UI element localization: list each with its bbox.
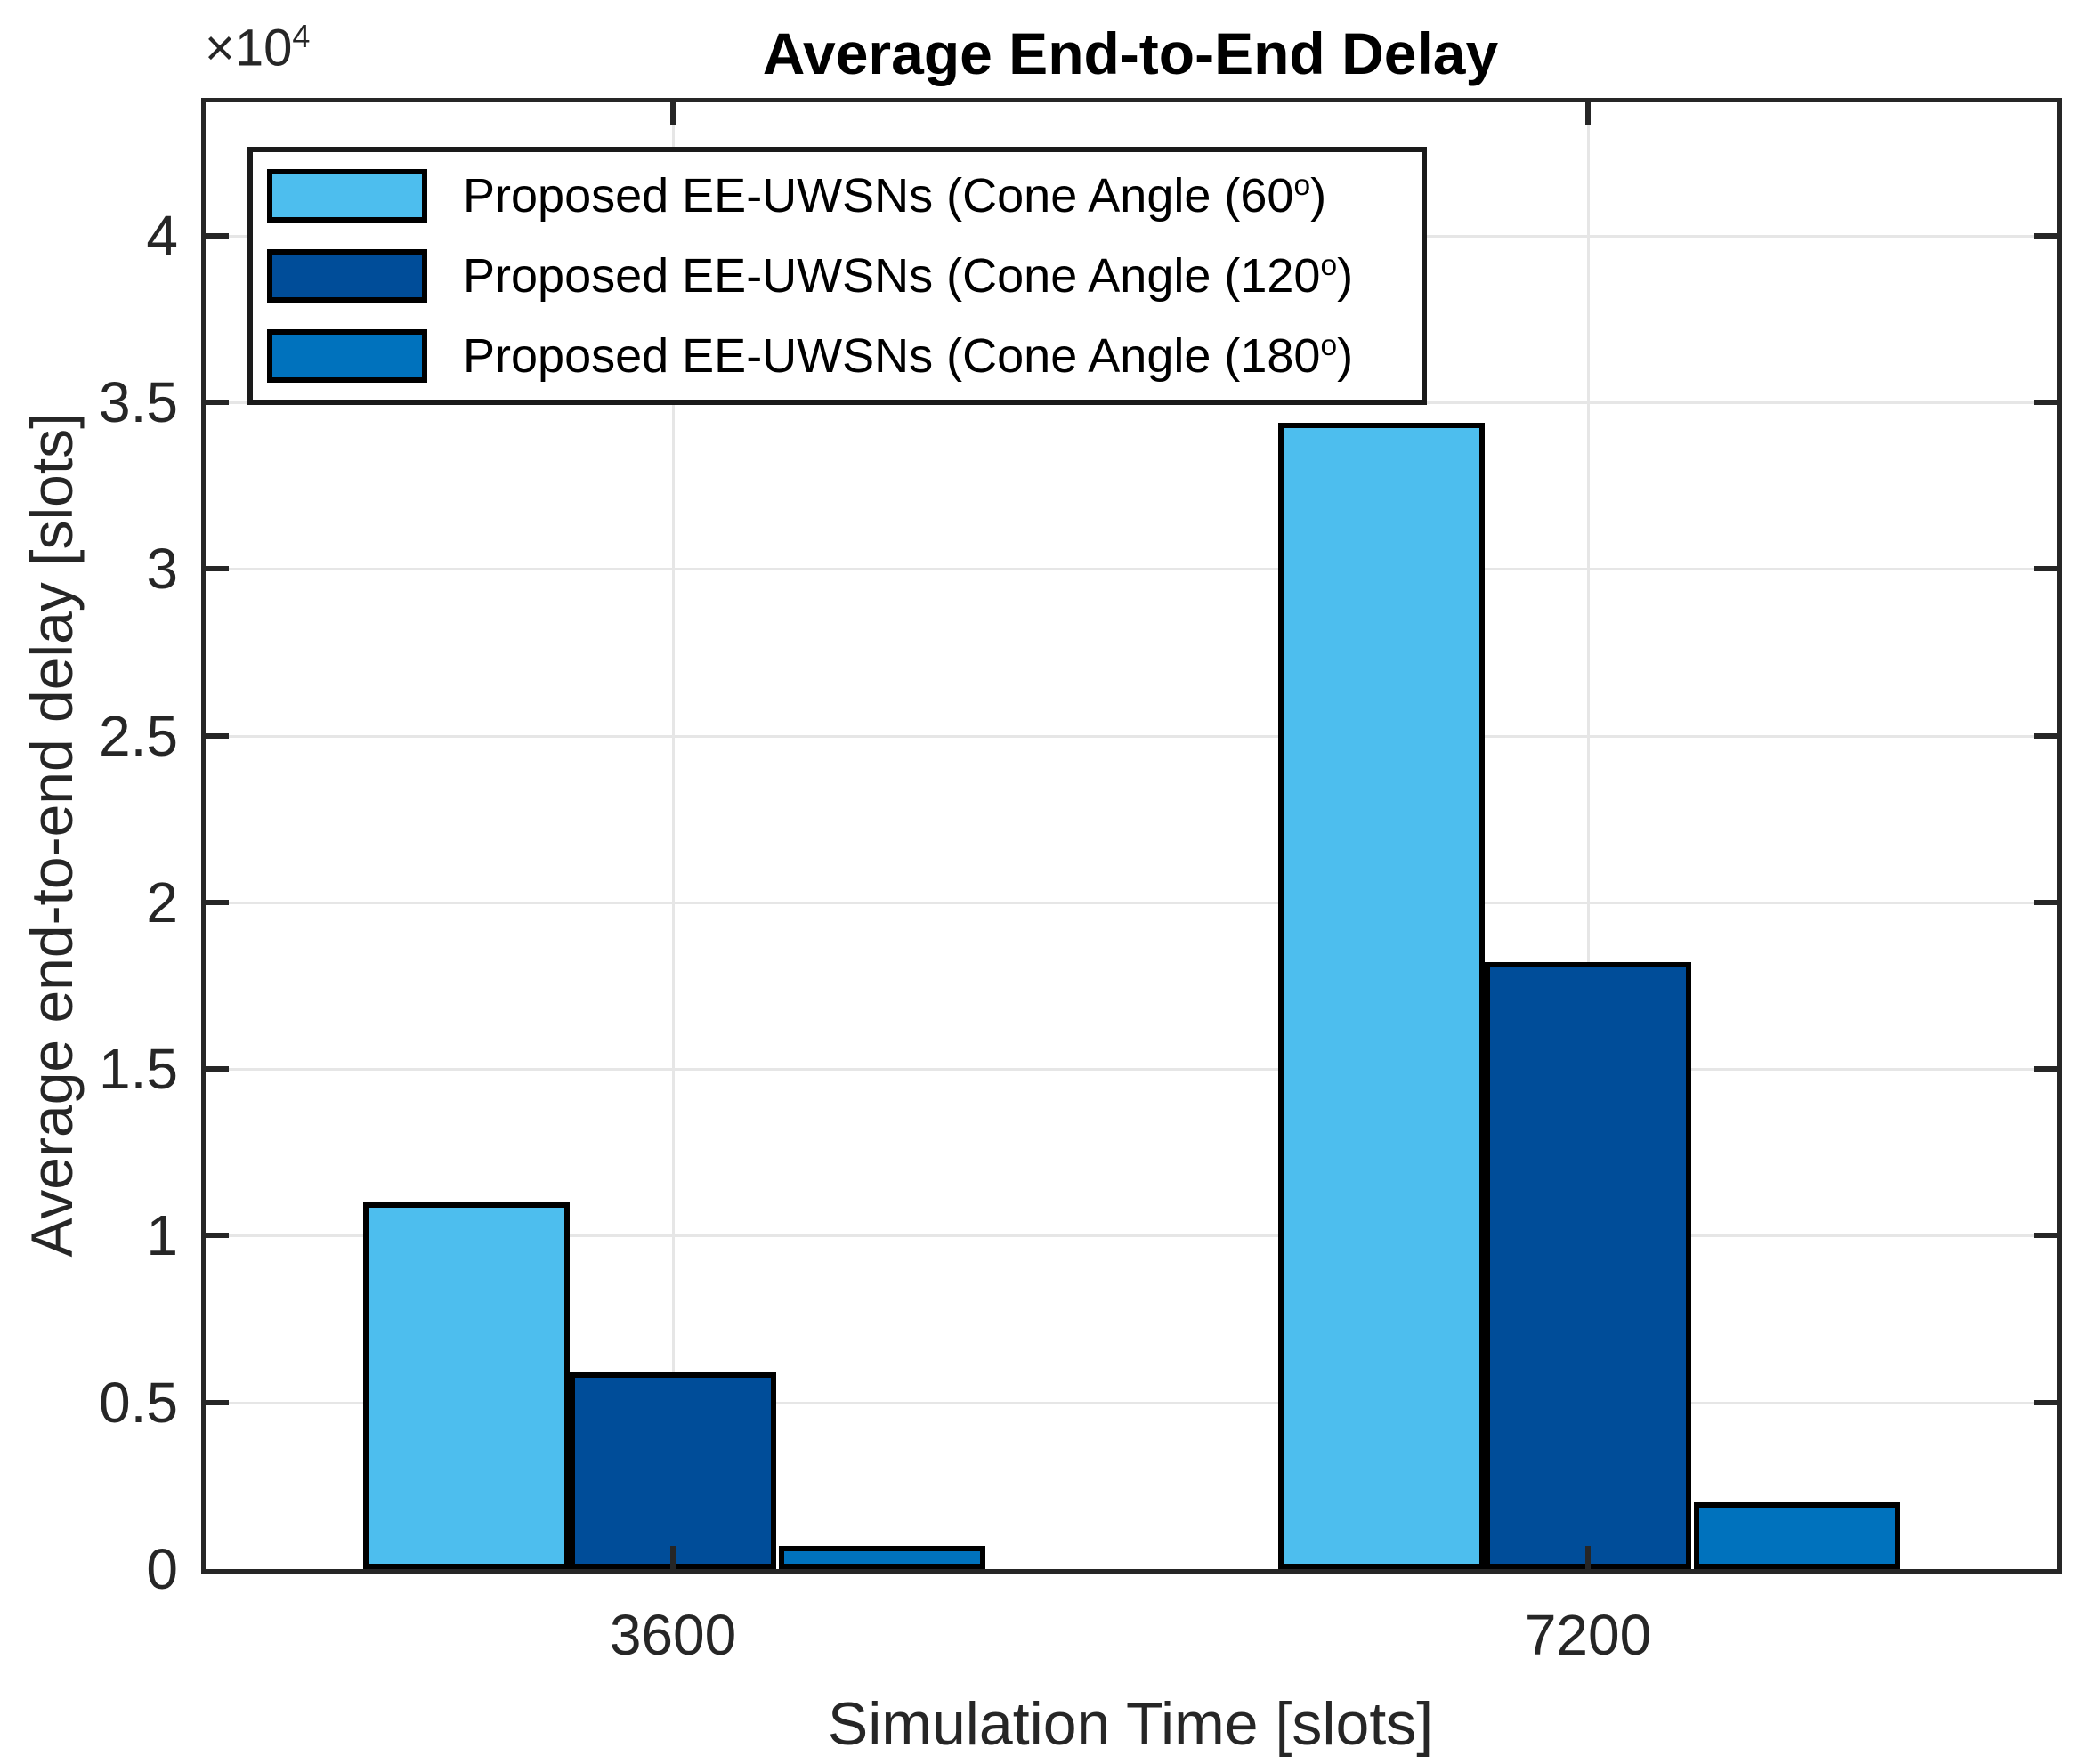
legend-label-3: Proposed EE-UWSNs (Cone Angle (180o) — [463, 328, 1353, 384]
y-tick-mark-right-3 — [2034, 566, 2057, 571]
legend-label-close-2: ) — [1337, 249, 1354, 303]
y-tick-mark-left-1 — [206, 1233, 229, 1238]
x-tick-mark-bottom-3600 — [670, 1546, 676, 1569]
x-tick-label-7200: 7200 — [1524, 1603, 1652, 1667]
y-tick-label-2.5: 2.5 — [99, 704, 178, 768]
y-axis-multiplier-exponent: 4 — [292, 18, 311, 54]
y-gridline-3 — [206, 568, 2057, 570]
y-tick-mark-left-3 — [206, 566, 229, 571]
legend-label-degree-1: o — [1293, 169, 1311, 202]
legend-label-2: Proposed EE-UWSNs (Cone Angle (120o) — [463, 248, 1353, 303]
y-axis-multiplier: ×104 — [205, 18, 310, 77]
bar-3600-series1 — [363, 1202, 570, 1569]
y-tick-mark-right-2 — [2034, 900, 2057, 905]
y-tick-label-3.5: 3.5 — [99, 370, 178, 434]
legend-swatch-1 — [267, 169, 427, 223]
y-tick-mark-left-2.5 — [206, 733, 229, 739]
y-gridline-2.5 — [206, 735, 2057, 738]
y-tick-label-1: 1 — [146, 1203, 178, 1267]
legend-label-text-1: Proposed EE-UWSNs (Cone Angle (60 — [463, 169, 1294, 223]
bar-3600-series2 — [570, 1372, 776, 1569]
x-tick-mark-top-7200 — [1585, 102, 1591, 125]
y-gridline-0.5 — [206, 1402, 2057, 1404]
y-axis-multiplier-base: ×10 — [205, 19, 293, 77]
y-tick-label-0: 0 — [146, 1537, 178, 1601]
y-tick-mark-left-1.5 — [206, 1066, 229, 1072]
legend-item-3: Proposed EE-UWSNs (Cone Angle (180o) — [253, 328, 1422, 384]
legend-swatch-2 — [267, 249, 427, 303]
legend-label-1: Proposed EE-UWSNs (Cone Angle (60o) — [463, 168, 1326, 223]
y-tick-mark-left-2 — [206, 900, 229, 905]
y-tick-mark-right-3.5 — [2034, 400, 2057, 405]
x-gridline-7200 — [1587, 102, 1590, 1569]
y-tick-mark-right-0.5 — [2034, 1400, 2057, 1405]
y-tick-mark-right-4 — [2034, 233, 2057, 239]
x-tick-label-3600: 3600 — [609, 1603, 737, 1667]
bar-7200-series3 — [1694, 1502, 1900, 1569]
y-tick-mark-left-3.5 — [206, 400, 229, 405]
y-axis-label: Average end-to-end delay [slots] — [19, 412, 85, 1258]
y-tick-label-3: 3 — [146, 537, 178, 601]
y-tick-mark-left-4 — [206, 233, 229, 239]
y-tick-mark-right-2.5 — [2034, 733, 2057, 739]
y-tick-mark-right-1.5 — [2034, 1066, 2057, 1072]
legend-label-degree-3: o — [1320, 329, 1338, 362]
x-gridline-3600 — [672, 102, 675, 1569]
y-tick-label-4: 4 — [146, 204, 178, 268]
chart-title: Average End-to-End Delay — [762, 20, 1499, 86]
x-tick-mark-top-3600 — [670, 102, 676, 125]
legend: Proposed EE-UWSNs (Cone Angle (60o) Propo… — [247, 147, 1427, 405]
legend-swatch-3 — [267, 329, 427, 383]
y-tick-label-2: 2 — [146, 870, 178, 935]
x-tick-mark-bottom-7200 — [1585, 1546, 1591, 1569]
x-axis-label: Simulation Time [slots] — [827, 1690, 1434, 1758]
legend-label-degree-2: o — [1320, 249, 1338, 282]
bar-7200-series1 — [1278, 423, 1485, 1569]
bar-7200-series2 — [1485, 962, 1691, 1569]
bar-3600-series3 — [779, 1546, 985, 1569]
legend-label-close-3: ) — [1337, 329, 1354, 383]
y-gridline-1.5 — [206, 1068, 2057, 1071]
legend-label-text-2: Proposed EE-UWSNs (Cone Angle (120 — [463, 249, 1321, 303]
y-tick-label-0.5: 0.5 — [99, 1371, 178, 1435]
y-gridline-1 — [206, 1234, 2057, 1237]
legend-label-close-1: ) — [1310, 169, 1327, 223]
legend-label-text-3: Proposed EE-UWSNs (Cone Angle (180 — [463, 329, 1321, 383]
legend-item-1: Proposed EE-UWSNs (Cone Angle (60o) — [253, 168, 1422, 223]
y-gridline-2 — [206, 902, 2057, 904]
y-tick-mark-right-1 — [2034, 1233, 2057, 1238]
legend-item-2: Proposed EE-UWSNs (Cone Angle (120o) — [253, 248, 1422, 303]
y-tick-label-1.5: 1.5 — [99, 1037, 178, 1101]
y-tick-mark-left-0.5 — [206, 1400, 229, 1405]
